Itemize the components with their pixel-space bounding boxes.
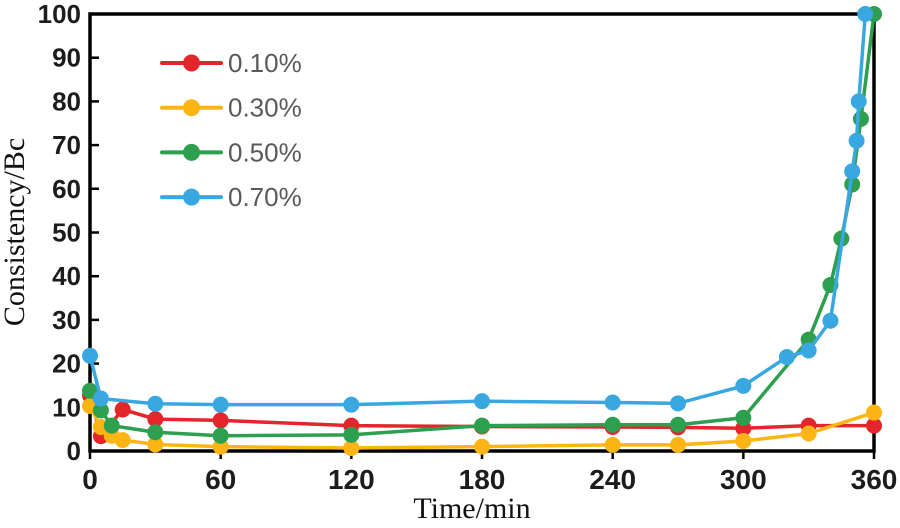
- data-point-0.50%: [735, 409, 752, 426]
- data-point-0.70%: [343, 396, 360, 413]
- data-point-0.50%: [147, 424, 164, 441]
- data-point-0.50%: [343, 426, 360, 443]
- data-point-0.70%: [212, 396, 229, 413]
- data-point-0.70%: [778, 349, 795, 366]
- data-point-0.30%: [670, 436, 686, 453]
- data-point-0.10%: [866, 417, 882, 434]
- legend-item-0.70%: 0.70%: [160, 182, 302, 212]
- y-tick-label: 50: [52, 218, 81, 248]
- series-line-0.50%: [88, 12, 876, 438]
- legend-marker-dot: [183, 99, 200, 117]
- data-point-0.50%: [212, 427, 229, 444]
- x-tick-label: 180: [459, 464, 506, 495]
- data-point-0.70%: [844, 163, 861, 180]
- data-point-0.50%: [103, 417, 120, 434]
- data-point-0.10%: [114, 401, 131, 418]
- data-point-0.30%: [735, 432, 752, 449]
- data-point-0.30%: [114, 432, 131, 449]
- data-point-0.70%: [822, 312, 839, 329]
- legend-label: 0.50%: [228, 137, 302, 167]
- data-point-0.50%: [474, 417, 490, 434]
- data-point-0.70%: [82, 347, 98, 364]
- data-point-0.10%: [212, 412, 229, 429]
- data-point-0.50%: [604, 416, 621, 433]
- y-tick-label: 70: [52, 130, 81, 160]
- data-point-0.30%: [604, 436, 621, 453]
- y-tick-label: 0: [67, 436, 81, 466]
- legend-marker-dot: [183, 188, 200, 206]
- legend-marker-dot: [183, 54, 200, 72]
- legend-label: 0.70%: [228, 182, 302, 212]
- data-point-0.70%: [735, 377, 752, 394]
- data-point-0.70%: [474, 393, 490, 410]
- x-tick-label: 240: [589, 464, 636, 495]
- y-tick-label: 80: [52, 86, 81, 116]
- legend-marker-dot: [183, 143, 200, 161]
- legend-label: 0.10%: [228, 48, 302, 78]
- data-point-0.70%: [848, 132, 865, 149]
- data-point-0.30%: [343, 439, 360, 456]
- data-point-0.30%: [800, 425, 817, 442]
- y-tick-label: 60: [52, 174, 81, 204]
- plot-border: [88, 12, 876, 453]
- y-tick-label: 30: [52, 305, 81, 335]
- data-point-0.50%: [852, 110, 869, 127]
- x-tick-label: 60: [205, 464, 236, 495]
- data-series: [82, 6, 882, 456]
- y-tick-label: 20: [52, 349, 81, 379]
- data-point-0.70%: [147, 395, 164, 412]
- data-point-0.70%: [800, 342, 817, 359]
- legend-item-0.30%: 0.30%: [160, 93, 302, 123]
- legend-item-0.10%: 0.10%: [160, 48, 302, 78]
- data-point-0.50%: [670, 416, 686, 433]
- x-tick-label: 300: [720, 464, 767, 495]
- x-tick-label: 0: [82, 464, 98, 495]
- data-point-0.50%: [92, 402, 109, 419]
- data-point-0.70%: [857, 6, 874, 22]
- data-point-0.30%: [147, 436, 164, 453]
- legend-label: 0.30%: [228, 93, 302, 123]
- y-tick-label: 100: [38, 0, 81, 29]
- data-point-0.30%: [866, 404, 882, 421]
- x-axis-title: Time/min: [413, 492, 530, 525]
- series-line-0.70%: [88, 12, 868, 407]
- data-point-0.10%: [147, 411, 164, 428]
- data-point-0.70%: [670, 395, 686, 412]
- axis-ticks: 0 60 120 180 240 300 360 0 10 20 30 40 50 60 70 80 90 100: [38, 0, 898, 495]
- y-tick-label: 90: [52, 43, 81, 73]
- data-point-0.70%: [92, 390, 109, 407]
- data-point-0.70%: [604, 394, 621, 411]
- data-point-0.70%: [850, 93, 867, 110]
- y-axis-title: Consistency/Bc: [0, 138, 31, 326]
- legend: 0.10% 0.30% 0.50% 0.70%: [160, 48, 302, 212]
- x-tick-label: 120: [328, 464, 375, 495]
- y-tick-label: 40: [52, 261, 81, 291]
- data-point-0.30%: [474, 438, 490, 455]
- x-tick-label: 360: [851, 464, 898, 495]
- legend-item-0.50%: 0.50%: [160, 137, 302, 167]
- y-tick-label: 10: [52, 392, 81, 422]
